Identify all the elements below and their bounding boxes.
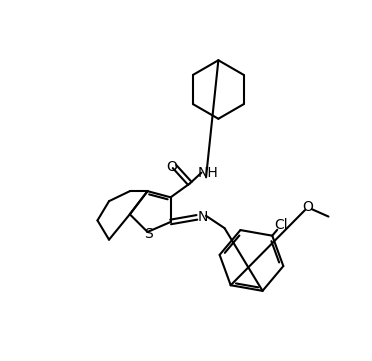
Text: NH: NH: [197, 166, 218, 180]
Text: S: S: [144, 226, 153, 240]
Text: Cl: Cl: [275, 218, 288, 232]
Text: N: N: [198, 210, 208, 223]
Text: O: O: [302, 200, 313, 214]
Text: O: O: [166, 160, 177, 174]
